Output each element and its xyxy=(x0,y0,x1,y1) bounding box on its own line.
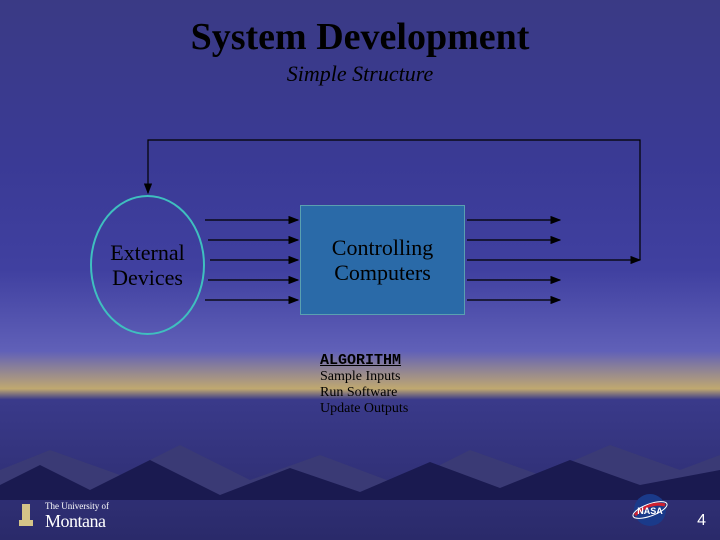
algorithm-line-1: Sample Inputs xyxy=(320,369,408,385)
controlling-computers-node: ControllingComputers xyxy=(300,205,465,315)
page-title: System Development xyxy=(0,0,720,59)
nasa-logo: NASA xyxy=(630,493,670,532)
svg-text:NASA: NASA xyxy=(637,506,663,516)
page-subtitle: Simple Structure xyxy=(0,61,720,87)
diagram-area: ExternalDevices ControllingComputers ALG… xyxy=(40,120,680,400)
algorithm-title: ALGORITHM xyxy=(320,352,408,369)
algorithm-line-3: Update Outputs xyxy=(320,401,408,417)
page-number: 4 xyxy=(697,512,706,530)
slide: System Development Simple Structure Exte… xyxy=(0,0,720,540)
algorithm-line-2: Run Software xyxy=(320,385,408,401)
external-devices-label: ExternalDevices xyxy=(110,240,185,291)
montana-name: Montana xyxy=(45,511,105,531)
montana-logo: The University of Montana xyxy=(15,501,109,532)
montana-prefix: The University of xyxy=(45,501,109,511)
footer: The University of Montana NASA 4 xyxy=(0,490,720,540)
external-devices-node: ExternalDevices xyxy=(90,195,205,335)
controlling-computers-label: ControllingComputers xyxy=(332,235,433,286)
algorithm-block: ALGORITHM Sample Inputs Run Software Upd… xyxy=(320,352,408,417)
